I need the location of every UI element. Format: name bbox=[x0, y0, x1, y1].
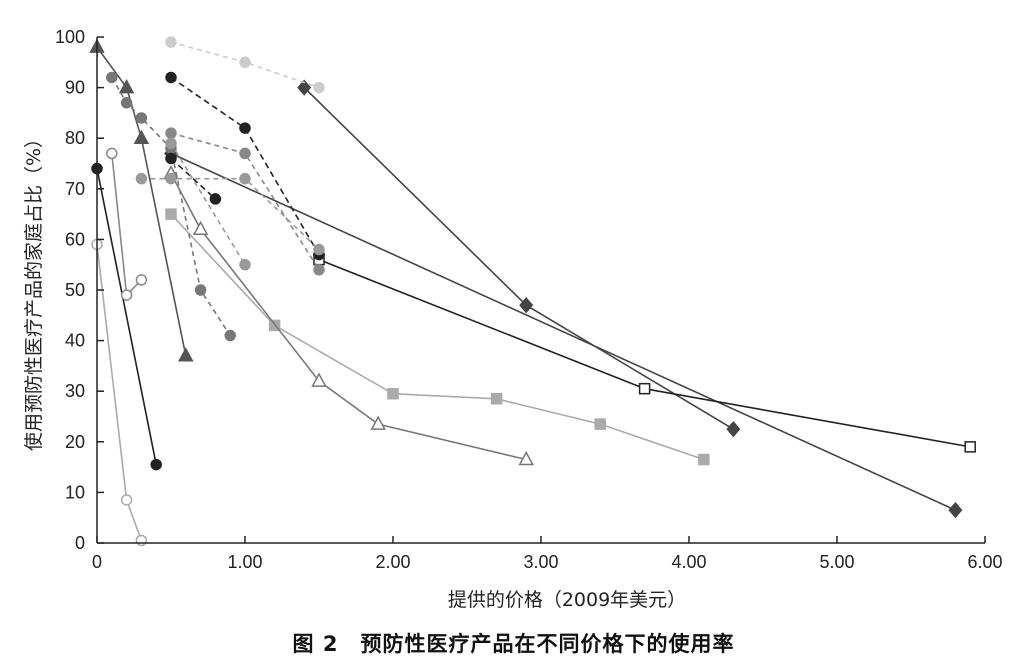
data-point bbox=[387, 387, 399, 400]
series-line bbox=[170, 157, 216, 200]
data-point bbox=[519, 297, 534, 314]
series-6 bbox=[89, 38, 194, 362]
data-point bbox=[165, 172, 177, 185]
data-point bbox=[106, 71, 118, 84]
data-point bbox=[311, 372, 327, 387]
data-point bbox=[209, 193, 222, 205]
y-tick-label: 30 bbox=[65, 381, 85, 401]
data-point bbox=[239, 147, 251, 160]
data-point bbox=[165, 152, 177, 165]
x-tick-label: 0 bbox=[92, 552, 102, 572]
data-point bbox=[490, 393, 503, 405]
y-tick-label: 70 bbox=[65, 179, 85, 199]
data-point bbox=[297, 79, 312, 96]
data-point bbox=[313, 81, 325, 94]
y-tick-label: 0 bbox=[75, 533, 85, 553]
x-tick-label: 2.00 bbox=[375, 552, 410, 572]
series-4 bbox=[165, 208, 710, 466]
data-point bbox=[165, 71, 177, 84]
series-line bbox=[170, 173, 527, 461]
x-tick-label: 6.00 bbox=[967, 552, 1002, 572]
data-point bbox=[313, 243, 325, 256]
data-point bbox=[135, 172, 148, 185]
y-tick-label: 60 bbox=[65, 229, 85, 249]
data-point bbox=[120, 97, 133, 109]
y-tick-label: 50 bbox=[65, 280, 85, 300]
data-point bbox=[120, 494, 133, 506]
y-tick-label: 90 bbox=[65, 78, 85, 98]
series-line bbox=[318, 258, 971, 448]
series-3 bbox=[313, 253, 976, 453]
series-10 bbox=[106, 71, 236, 342]
series-line bbox=[170, 142, 246, 266]
data-point bbox=[313, 264, 325, 276]
data-point bbox=[192, 220, 209, 236]
data-point bbox=[165, 36, 177, 48]
data-point bbox=[964, 441, 976, 453]
ticks: 0 1.00 2.00 3.00 4.00 5.00 6.00 0 10 20 30 40 50 60 70… bbox=[55, 27, 1003, 572]
y-tick-label: 100 bbox=[55, 27, 85, 47]
series-13 bbox=[165, 127, 325, 276]
data-point bbox=[518, 450, 534, 466]
data-point bbox=[239, 122, 251, 134]
data-point bbox=[224, 329, 236, 342]
series-line bbox=[111, 77, 231, 336]
data-point bbox=[165, 137, 177, 150]
series-9 bbox=[91, 238, 148, 547]
x-tick-label: 1.00 bbox=[227, 552, 262, 572]
series-line bbox=[170, 152, 956, 511]
series-5 bbox=[163, 165, 534, 466]
series-line bbox=[303, 87, 734, 430]
data-point bbox=[698, 453, 710, 466]
series-line bbox=[170, 213, 705, 461]
axes: 0 1.00 2.00 3.00 4.00 5.00 6.00 0 10 20 30 40 50 60 70… bbox=[55, 27, 1003, 572]
y-tick-label: 40 bbox=[65, 331, 85, 351]
y-tick-label: 20 bbox=[65, 432, 85, 452]
x-tick-label: 5.00 bbox=[819, 552, 854, 572]
series-8 bbox=[106, 147, 148, 301]
data-point bbox=[239, 172, 251, 185]
data-point bbox=[594, 418, 606, 430]
plot-series bbox=[89, 36, 976, 547]
series-1 bbox=[297, 79, 741, 438]
series-15 bbox=[165, 137, 251, 271]
series-line bbox=[111, 153, 142, 297]
data-point bbox=[948, 501, 963, 519]
series-line bbox=[96, 168, 157, 465]
data-point bbox=[178, 347, 194, 362]
data-point bbox=[120, 289, 133, 301]
x-axis-title: 提供的价格（2009年美元） bbox=[448, 589, 686, 611]
figure-caption: 图 2 预防性医疗产品在不同价格下的使用率 bbox=[292, 632, 735, 656]
data-point bbox=[135, 274, 148, 286]
data-point bbox=[239, 258, 251, 271]
y-axis-title: 使用预防性医疗产品的家庭占比（%） bbox=[23, 129, 45, 451]
series-line bbox=[96, 46, 187, 356]
x-tick-label: 3.00 bbox=[523, 552, 558, 572]
data-point bbox=[638, 382, 651, 395]
series-12 bbox=[165, 152, 222, 205]
series-16 bbox=[165, 36, 325, 94]
series-line bbox=[141, 177, 320, 251]
data-point bbox=[135, 112, 148, 124]
data-point bbox=[118, 79, 135, 94]
data-point bbox=[133, 129, 150, 144]
data-point bbox=[165, 208, 177, 220]
series-7 bbox=[91, 162, 162, 471]
data-point bbox=[239, 56, 251, 69]
series-14 bbox=[135, 172, 325, 256]
chart: 0 1.00 2.00 3.00 4.00 5.00 6.00 0 10 20 30 40 50 60 70… bbox=[23, 27, 1003, 611]
data-point bbox=[726, 420, 741, 438]
data-point bbox=[370, 415, 386, 430]
data-point bbox=[106, 147, 118, 160]
x-tick-label: 4.00 bbox=[671, 552, 706, 572]
data-point bbox=[150, 458, 162, 471]
data-point bbox=[135, 534, 148, 547]
series-line bbox=[96, 244, 143, 541]
data-point bbox=[165, 127, 177, 139]
data-point bbox=[194, 284, 207, 296]
y-tick-label: 10 bbox=[65, 482, 85, 502]
y-tick-label: 80 bbox=[65, 128, 85, 148]
